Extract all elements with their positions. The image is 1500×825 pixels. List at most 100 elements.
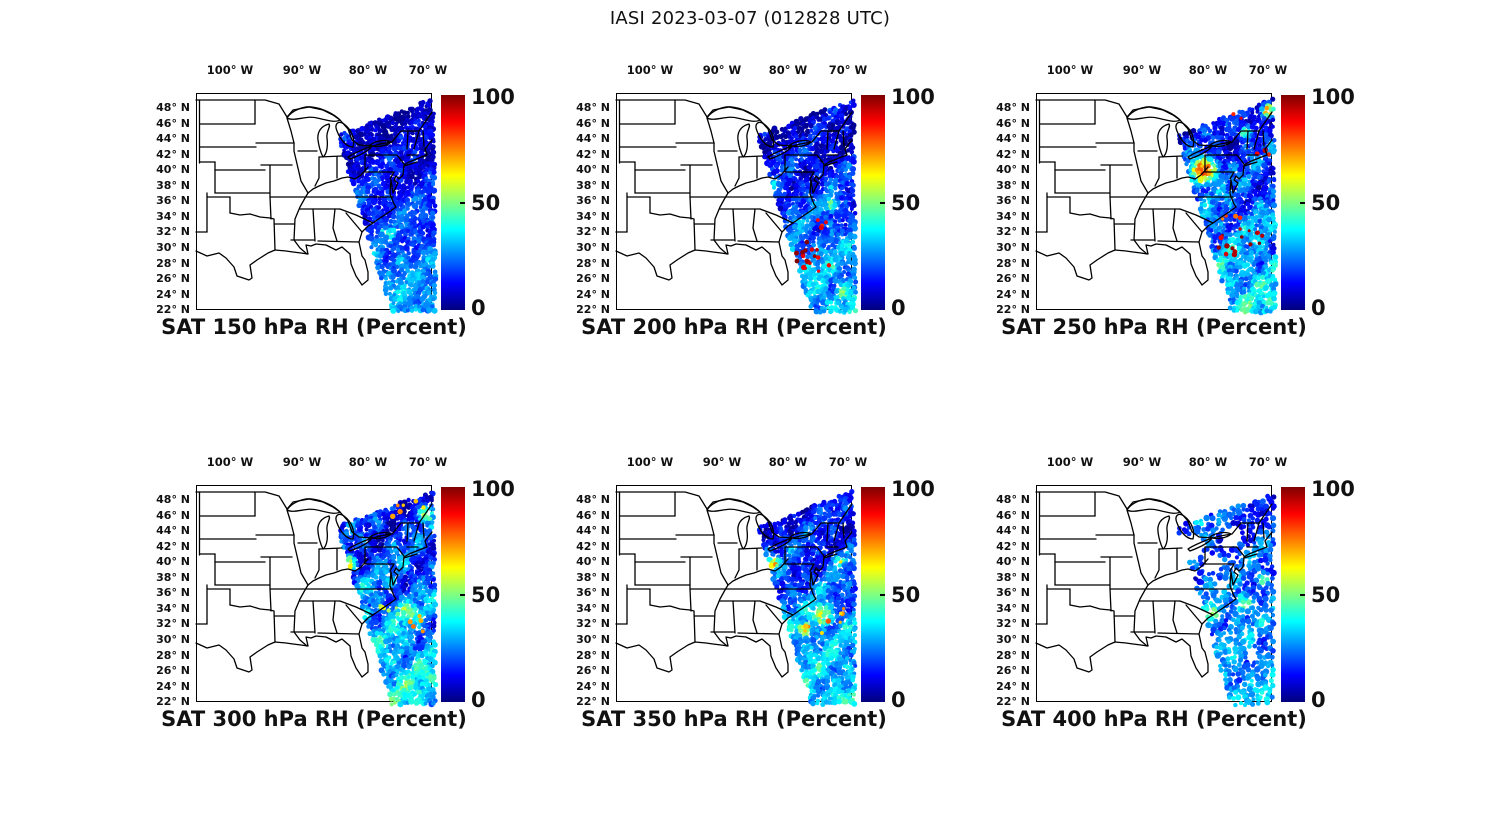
lat-tick-label: 24° N [156,679,190,693]
rh-dot [1250,110,1255,115]
rh-dot [1263,285,1269,291]
rh-dot [1264,258,1269,263]
rh-dot [406,664,412,670]
rh-dot [352,562,358,568]
lat-tick-label: 24° N [996,287,1030,301]
rh-dot [1210,135,1216,141]
rh-dot [418,527,425,533]
great-lake-outline [737,123,751,158]
colorbar-mid-tick [1300,201,1305,204]
state-border-line [826,130,829,150]
rh-dot [373,641,380,648]
panel-sat-350-hpa: 100° W 90° W 80° W 70° W 48° N 46° N 44° N 42° … [560,447,950,759]
rh-speckle-dot [397,508,403,515]
rh-dot [1237,181,1243,187]
rh-dot [790,521,795,526]
rh-dot [358,558,364,565]
lon-tick-label: 80° W [768,63,808,77]
lat-tick-label: 36° N [576,586,610,600]
lat-tick-label: 48° N [996,101,1030,114]
rh-dot [395,611,401,617]
lon-tick-label: 90° W [702,455,742,469]
rh-dot [425,523,430,528]
rh-dot [413,211,418,215]
rh-dot [853,279,859,285]
rh-dot [429,157,435,163]
map-sat-250-hpa [1035,93,1279,316]
lon-tick-label: 100° W [626,455,674,469]
rh-dot [424,206,429,211]
rh-dot [781,519,788,525]
rh-dot [1241,289,1247,295]
rh-dot [387,250,392,255]
rh-dot [801,219,806,224]
rh-dot [366,624,371,629]
rh-dot [1247,215,1252,220]
rh-dot [385,648,390,654]
rh-dot [803,123,809,129]
rh-dot [431,610,436,615]
rh-speckle-dot [1216,245,1221,250]
rh-dot [820,210,827,217]
rh-dot [408,680,414,687]
rh-dot [1253,289,1258,293]
rh-dot [785,209,793,216]
rh-dot [375,555,380,560]
rh-dot [401,210,407,216]
rh-dot [826,196,832,202]
rh-dot [350,180,357,187]
rh-dot [371,511,378,518]
rh-dot [1271,242,1276,247]
rh-dot [805,185,811,191]
rh-dot [431,242,436,248]
rh-dot [1264,210,1270,216]
rh-dot [427,98,433,104]
rh-dot [381,511,387,517]
rh-dot [431,296,436,302]
rh-dot [847,105,853,111]
great-lake-outline [335,121,355,148]
lon-tick-label: 80° W [1188,63,1228,77]
rh-dot [794,157,799,162]
rh-dot [1197,206,1204,212]
rh-dot [380,538,385,543]
rh-dot [395,516,400,521]
rh-dot [762,131,768,137]
rh-dot [1250,200,1255,205]
rh-dot [814,141,820,148]
rh-dot [381,556,385,560]
rh-dot [401,630,407,636]
rh-dot [376,205,382,210]
rh-dot [804,132,809,138]
rh-speckle-dot [1237,215,1243,221]
lon-tick-label: 100° W [206,455,254,469]
rh-dot [358,189,364,195]
rh-dot [419,274,426,281]
rh-dot [409,649,414,655]
rh-dot [850,213,855,219]
rh-dot [379,148,386,154]
rh-dot [369,224,375,230]
rh-dot [403,634,408,639]
lat-tick-label: 36° N [996,194,1030,208]
state-border-line [1133,142,1149,255]
rh-dot [430,233,436,238]
rh-dot [1270,235,1277,242]
rh-dot [394,121,399,126]
rh-dot [1196,134,1202,140]
state-border-line [317,632,360,635]
rh-dot [379,231,385,238]
rh-dot [1184,161,1189,167]
lat-tick-label: 42° N [576,147,610,161]
rh-dot [1231,307,1237,313]
rh-dot [797,202,804,208]
rh-dot [388,285,394,291]
rh-dot [371,136,377,142]
rh-dot [1263,264,1269,270]
rh-dot [423,501,428,507]
rh-dot [430,149,437,155]
rh-dot [828,283,834,288]
rh-dot [377,513,382,519]
state-border-line [364,546,405,557]
